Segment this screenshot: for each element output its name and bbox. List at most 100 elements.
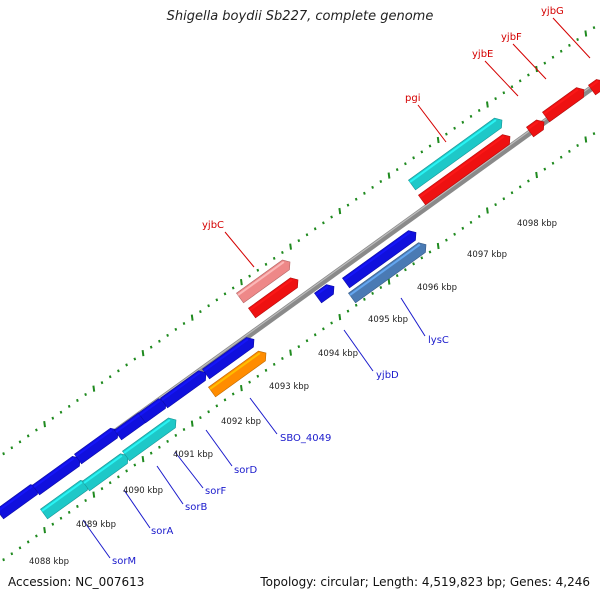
scale-tick	[322, 221, 325, 225]
scale-tick	[2, 452, 5, 456]
gene-feature-highlight	[123, 419, 171, 454]
scale-tick	[59, 410, 63, 414]
lower-gene-labels: lysC yjbD SBO_4049 sorD sorF sorB sorA s…	[112, 335, 449, 567]
gene-feature	[342, 230, 417, 289]
kbp-label: 4098 kbp	[517, 219, 557, 229]
kbp-label: 4095 kbp	[368, 315, 408, 325]
scale-tick	[174, 433, 178, 437]
scale-tick	[100, 381, 104, 385]
gene-feature-highlight	[409, 119, 497, 183]
scale-tick	[354, 197, 358, 201]
scale-tick	[502, 197, 506, 201]
scale-tick	[223, 292, 227, 296]
gene-feature-highlight	[139, 399, 161, 416]
scale-tick	[592, 132, 596, 136]
scale-tick	[199, 416, 202, 420]
scale-tick	[166, 439, 169, 443]
scale-tick	[371, 291, 374, 295]
scale-tick	[363, 191, 366, 195]
scale-tick	[76, 398, 79, 402]
leader-line	[552, 17, 591, 59]
scale-tick	[543, 61, 547, 65]
scale-tick	[338, 207, 342, 215]
scale-tick	[100, 487, 104, 491]
upper-gene-labels: yjbG yjbF yjbE pgi yjbC	[202, 6, 564, 231]
scale-tick	[207, 410, 210, 414]
scale-tick	[469, 220, 473, 224]
scale-tick	[207, 304, 210, 308]
scale-tick	[486, 101, 489, 108]
scale-tick	[240, 384, 243, 392]
scale-tick	[76, 504, 79, 508]
scale-tick	[108, 375, 112, 379]
gene-label-pgi: pgi	[405, 93, 420, 104]
gene-label-SBO_4049: SBO_4049	[280, 433, 331, 444]
scale-tick	[592, 26, 596, 30]
scale-tick	[10, 446, 14, 450]
leader-line	[224, 231, 255, 268]
scale-tick	[453, 232, 456, 236]
scale-tick	[412, 156, 415, 160]
scale-tick	[92, 491, 96, 498]
kbp-label-group: 4088 kbp 4089 kbp 4090 kbp 4091 kbp 4092…	[29, 219, 557, 567]
gene-feature-highlight	[343, 231, 411, 281]
gene-feature-highlight	[419, 135, 505, 198]
gene-feature	[314, 284, 335, 304]
scale-tick	[494, 97, 497, 101]
gene-feature-highlight	[527, 121, 539, 130]
scale-tick	[67, 404, 71, 408]
gene-label-lysC: lysC	[428, 335, 449, 346]
leader-line	[82, 519, 111, 559]
scale-tick	[248, 274, 251, 278]
gene-feature-highlight	[33, 457, 75, 488]
gene-track	[0, 79, 600, 520]
scale-tick	[289, 243, 292, 250]
scale-tick	[322, 327, 325, 331]
gene-feature	[208, 350, 267, 398]
scale-tick	[379, 285, 383, 289]
gene-feature-highlight	[0, 485, 33, 511]
scale-tick	[420, 256, 424, 260]
scale-tick	[568, 43, 571, 47]
gene-label-sorF: sorF	[205, 486, 226, 497]
scale-tick	[543, 167, 547, 171]
scale-tick	[26, 540, 30, 544]
scale-tick	[510, 85, 514, 89]
scale-tick	[363, 297, 366, 301]
scale-tick	[272, 256, 276, 260]
scale-tick	[436, 136, 440, 144]
scale-tick	[461, 226, 465, 230]
scale-tick	[354, 303, 358, 307]
scale-tick	[379, 179, 383, 183]
scale-tick	[10, 552, 14, 556]
gene-feature-highlight	[315, 285, 329, 296]
scale-tick	[494, 203, 497, 207]
scale-tick	[240, 278, 243, 286]
scale-tick	[387, 172, 391, 179]
gene-feature	[248, 277, 299, 319]
scale-tick	[108, 481, 112, 485]
scale-tick	[141, 349, 145, 357]
gene-feature-highlight	[249, 278, 293, 311]
scale-tick	[453, 126, 456, 130]
scale-tick	[272, 362, 276, 366]
gene-feature	[348, 242, 427, 304]
scale-tick	[182, 321, 186, 326]
scale-tick	[149, 451, 153, 455]
gene-feature	[160, 370, 207, 409]
gene-feature	[526, 119, 545, 138]
leader-line	[512, 43, 547, 80]
kbp-label: 4097 kbp	[467, 250, 507, 260]
scale-tick	[190, 420, 194, 427]
scale-tick	[461, 120, 465, 124]
scale-tick	[330, 321, 333, 325]
kbp-label: 4090 kbp	[123, 486, 163, 496]
scale-tick	[445, 132, 448, 136]
scale-tick	[305, 233, 309, 237]
scale-tick	[248, 380, 251, 384]
gene-feature	[236, 259, 291, 304]
scale-tick	[174, 327, 178, 331]
scale-tick	[133, 357, 137, 361]
scale-tick	[264, 262, 268, 266]
